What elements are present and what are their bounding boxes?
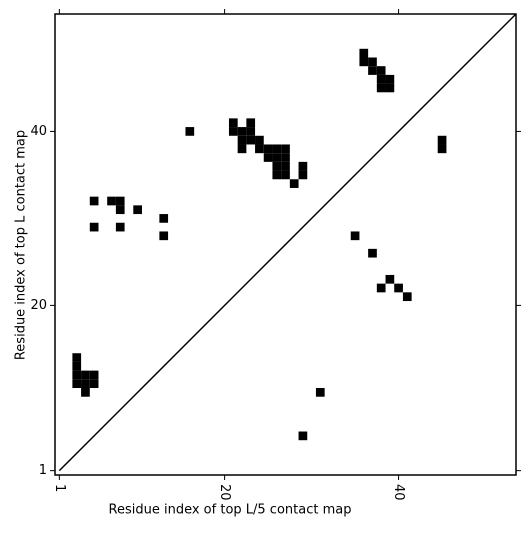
contact-cell [89, 196, 99, 206]
contact-cell [246, 127, 256, 136]
contact-cell [298, 431, 308, 441]
contact-cell [281, 170, 290, 180]
contact-cell [376, 83, 386, 93]
contact-cell [298, 161, 308, 171]
x-axis-label: Residue index of top L/5 contact map [109, 503, 352, 518]
contact-cell [72, 353, 82, 362]
contact-cell [115, 205, 125, 215]
contact-cell [385, 83, 395, 93]
contact-cell [394, 283, 403, 293]
contact-cell [228, 118, 238, 128]
contact-cell [237, 135, 247, 145]
contact-cell [359, 57, 369, 67]
contact-cell [237, 127, 247, 136]
contact-cell [437, 135, 447, 145]
y-axis-label: Residue index of top L contact map [14, 130, 29, 360]
contact-cell [237, 144, 247, 154]
contact-cell [72, 379, 82, 389]
contact-cell [81, 388, 90, 397]
contact-cell [246, 118, 256, 128]
contact-cell [263, 144, 273, 154]
contact-cell [272, 161, 282, 171]
contact-cell [263, 153, 273, 162]
contact-cell [376, 74, 386, 84]
contact-cell [89, 379, 99, 389]
contact-cell [133, 205, 142, 215]
contact-cell [289, 179, 299, 188]
contact-cell [315, 388, 325, 397]
contact-cell [437, 144, 447, 154]
contact-cell [281, 153, 290, 162]
contact-cell [272, 153, 282, 162]
contact-cell [246, 135, 256, 145]
contact-cell [368, 248, 377, 258]
contact-cell [272, 170, 282, 180]
contact-cell [89, 370, 99, 380]
contact-cell [115, 222, 125, 232]
contact-cell [385, 274, 395, 284]
contact-cell [281, 161, 290, 171]
contact-cell [255, 144, 264, 154]
contact-cell [368, 57, 377, 67]
contact-cell [107, 196, 116, 206]
contact-cell [89, 222, 99, 232]
contact-cell [81, 379, 90, 389]
contact-cell [281, 144, 290, 154]
contact-cell [385, 74, 395, 84]
contact-cell [272, 144, 282, 154]
contact-cell [359, 48, 369, 58]
y-tick-label: 20 [30, 298, 47, 313]
contact-cell [185, 127, 195, 136]
contact-cell [350, 231, 360, 241]
contact-cell [298, 170, 308, 180]
y-tick-label: 1 [39, 463, 47, 478]
contact-cell [376, 283, 386, 293]
y-tick-label: 40 [30, 124, 47, 139]
contact-cell [402, 292, 412, 302]
contact-cell [368, 66, 377, 75]
x-tick-label: 40 [391, 484, 406, 501]
x-tick-label: 1 [52, 484, 67, 492]
contact-cell [72, 370, 82, 380]
plot-frame [54, 13, 517, 476]
contact-cell [72, 361, 82, 371]
contact-cell [255, 135, 264, 145]
contact-cell [159, 214, 169, 223]
contact-cell [81, 370, 90, 380]
diagonal [58, 13, 517, 472]
contact-cell [115, 196, 125, 206]
contact-cell [376, 66, 386, 75]
contact-cell [159, 231, 169, 241]
x-tick-label: 20 [217, 484, 232, 501]
contact-cell [228, 127, 238, 136]
